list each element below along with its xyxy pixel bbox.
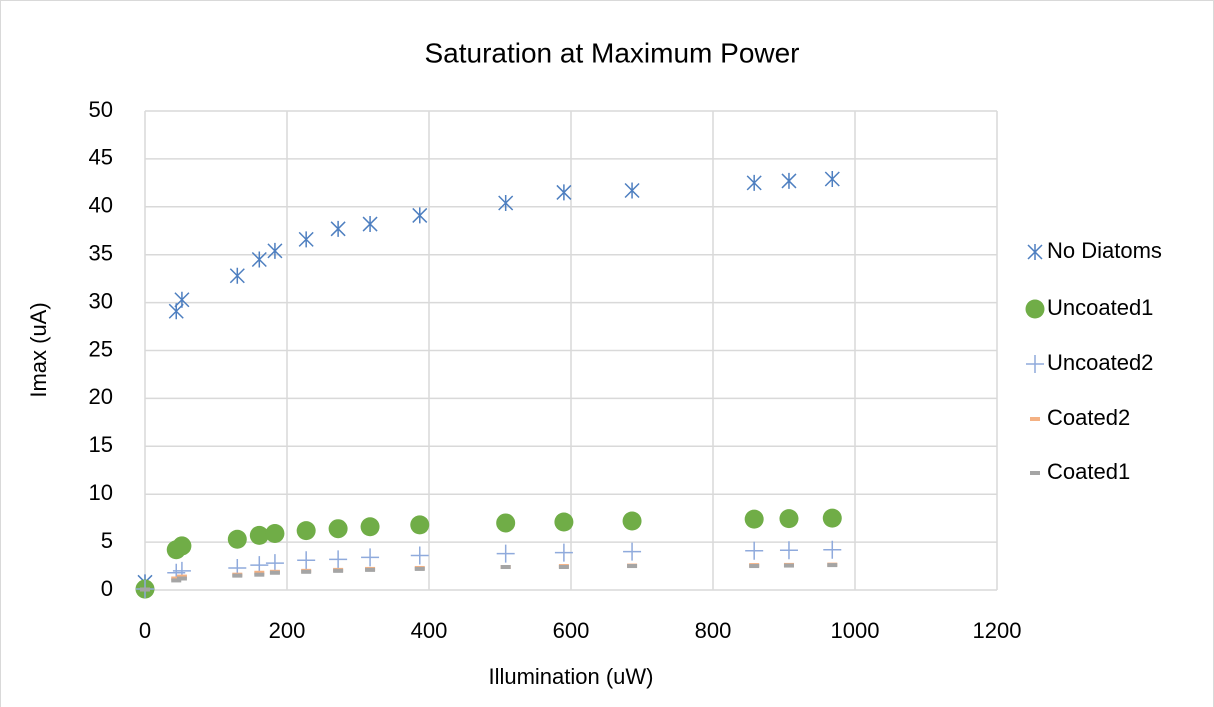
y-tick-label: 25 bbox=[89, 336, 113, 361]
legend-marker bbox=[1025, 299, 1045, 319]
legend-label: Coated2 bbox=[1047, 405, 1130, 430]
x-tick-label: 800 bbox=[695, 618, 732, 643]
data-point bbox=[410, 546, 429, 565]
data-point bbox=[174, 291, 190, 308]
data-point bbox=[822, 508, 842, 528]
data-point bbox=[412, 207, 428, 224]
y-tick-label: 15 bbox=[89, 432, 113, 457]
data-point bbox=[558, 565, 569, 570]
data-point bbox=[269, 570, 280, 575]
x-tick-label: 1200 bbox=[973, 618, 1022, 643]
data-point bbox=[227, 529, 247, 549]
data-point bbox=[622, 511, 642, 531]
data-point bbox=[414, 566, 425, 571]
legend-label: No Diatoms bbox=[1047, 238, 1162, 263]
x-tick-label: 400 bbox=[411, 618, 448, 643]
legend-label: Coated1 bbox=[1047, 459, 1130, 484]
data-point bbox=[496, 544, 515, 563]
data-point bbox=[298, 231, 314, 248]
data-point bbox=[249, 525, 269, 545]
y-tick-label: 40 bbox=[89, 193, 113, 218]
data-point bbox=[824, 171, 840, 188]
y-tick-label: 20 bbox=[89, 384, 113, 409]
data-point bbox=[823, 540, 842, 559]
data-point bbox=[329, 550, 348, 569]
x-tick-label: 200 bbox=[269, 618, 306, 643]
data-point bbox=[496, 513, 516, 533]
data-point bbox=[229, 267, 245, 284]
data-point bbox=[410, 515, 430, 535]
data-point bbox=[328, 519, 348, 539]
data-point bbox=[554, 543, 573, 562]
data-point bbox=[296, 521, 316, 541]
data-point bbox=[301, 569, 312, 574]
data-point bbox=[171, 578, 182, 583]
y-tick-label: 35 bbox=[89, 241, 113, 266]
y-tick-label: 0 bbox=[101, 576, 113, 601]
y-tick-label: 10 bbox=[89, 480, 113, 505]
legend-marker bbox=[1030, 417, 1040, 421]
data-point bbox=[232, 573, 243, 578]
data-point bbox=[265, 523, 285, 543]
legend-label: Uncoated1 bbox=[1047, 295, 1153, 320]
data-point bbox=[781, 172, 797, 189]
data-point bbox=[265, 554, 284, 573]
data-point bbox=[779, 541, 798, 560]
y-tick-label: 50 bbox=[89, 97, 113, 122]
y-axis-label: Imax (uA) bbox=[26, 302, 51, 397]
data-point bbox=[176, 576, 187, 581]
data-point bbox=[172, 536, 192, 556]
data-point bbox=[623, 542, 642, 561]
data-point bbox=[745, 541, 764, 560]
x-tick-label: 600 bbox=[553, 618, 590, 643]
legend-marker bbox=[1030, 471, 1040, 475]
data-point bbox=[779, 509, 799, 529]
data-point bbox=[251, 251, 267, 268]
data-point bbox=[297, 551, 316, 570]
data-point bbox=[498, 194, 514, 211]
data-point bbox=[365, 567, 376, 572]
data-point bbox=[330, 220, 346, 237]
data-point bbox=[360, 517, 380, 537]
x-tick-label: 1000 bbox=[831, 618, 880, 643]
data-point bbox=[362, 216, 378, 233]
y-tick-label: 30 bbox=[89, 288, 113, 313]
data-point bbox=[624, 182, 640, 199]
legend-marker bbox=[1027, 244, 1043, 260]
data-point bbox=[627, 564, 638, 569]
data-point bbox=[744, 509, 764, 529]
data-point bbox=[749, 564, 760, 569]
y-tick-label: 5 bbox=[101, 528, 113, 553]
data-point bbox=[554, 512, 574, 532]
data-point bbox=[361, 548, 380, 567]
data-point bbox=[783, 563, 794, 568]
data-point bbox=[254, 572, 265, 577]
legend-label: Uncoated2 bbox=[1047, 350, 1153, 375]
legend-marker bbox=[1026, 355, 1044, 373]
chart-title: Saturation at Maximum Power bbox=[424, 37, 799, 68]
data-point bbox=[140, 587, 150, 592]
data-point bbox=[556, 184, 572, 201]
y-tick-label: 45 bbox=[89, 145, 113, 170]
data-point bbox=[333, 568, 344, 573]
data-point bbox=[746, 174, 762, 191]
data-point bbox=[827, 563, 838, 568]
data-point bbox=[267, 242, 283, 259]
x-axis-label: Illumination (uW) bbox=[488, 664, 653, 689]
x-tick-label: 0 bbox=[139, 618, 151, 643]
data-point bbox=[500, 565, 511, 570]
